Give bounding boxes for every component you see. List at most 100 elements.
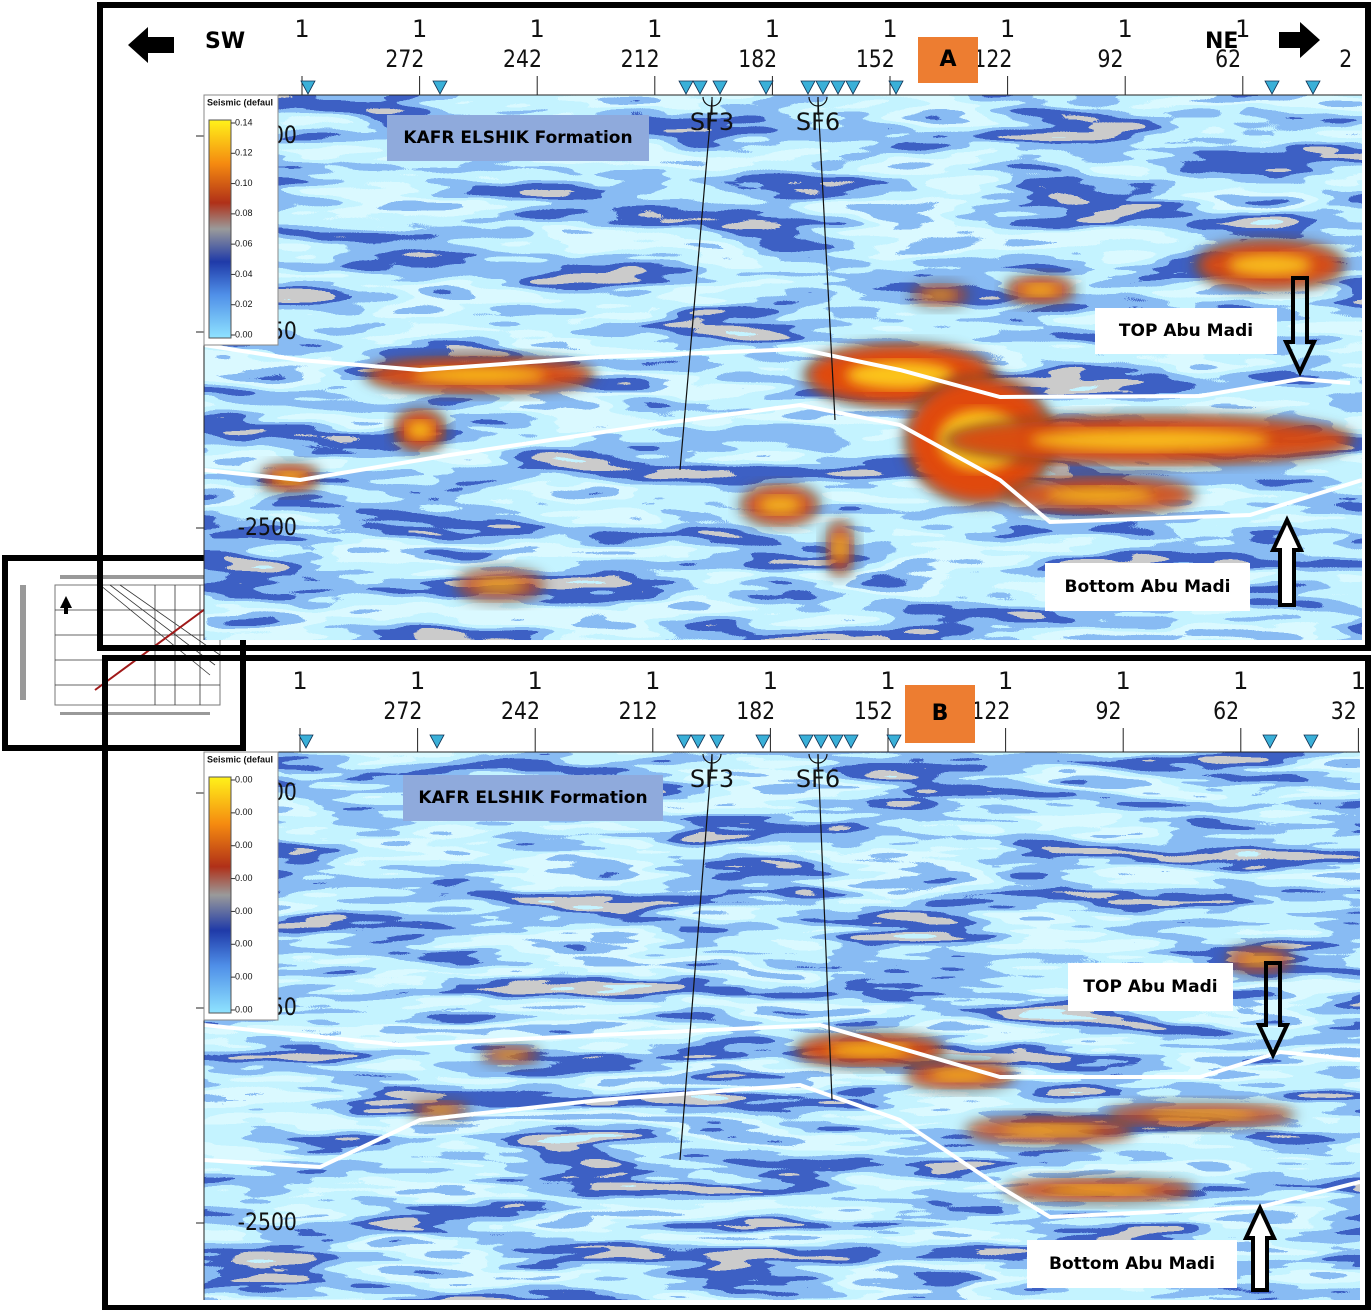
formation-label: KAFR ELSHIK Formation: [403, 128, 632, 148]
trace-index: 1: [763, 667, 778, 695]
legend-value: 0.00: [235, 774, 253, 784]
trace-label: 152: [856, 45, 895, 73]
amplitude-anomaly: [1030, 429, 1270, 451]
legend-value: 0.06: [235, 239, 253, 249]
well-marker: [799, 735, 813, 748]
trace-label: 212: [619, 697, 658, 725]
trace-index: 1: [1116, 667, 1131, 695]
trace-index: 1: [998, 667, 1013, 695]
amplitude-anomaly: [407, 421, 433, 439]
legend-title: Seismic (defaul: [207, 754, 273, 764]
trace-index: 1: [1233, 667, 1248, 695]
well-marker: [756, 735, 770, 748]
legend-value: 0.12: [235, 148, 253, 158]
legend-value: 0.00: [235, 873, 253, 883]
trace-index: 1: [294, 15, 309, 43]
legend-value: 0.08: [235, 208, 253, 218]
well-marker: [844, 735, 858, 748]
well-marker: [430, 735, 444, 748]
legend-value: 0.00: [235, 939, 253, 949]
legend-value: 0.14: [235, 117, 253, 127]
fault-label: SF3: [690, 765, 734, 793]
trace-label: 122: [971, 697, 1010, 725]
trace-label: 92: [1096, 697, 1122, 725]
trace-label: 62: [1213, 697, 1239, 725]
trace-index: 1: [647, 15, 662, 43]
trace-index: 1: [765, 15, 780, 43]
trace-index: 1: [530, 15, 545, 43]
bottom-horizon-label: Bottom Abu Madi: [1049, 1254, 1215, 1274]
well-marker: [693, 81, 707, 94]
trace-index: 1: [882, 15, 897, 43]
seismic-panel: SF3SF612721242121211821152112219216212-2…: [100, 5, 1368, 648]
colorbar: [209, 120, 231, 338]
trace-label: 212: [621, 45, 660, 73]
direction-arrow: [128, 27, 174, 63]
trace-index: 1: [292, 667, 307, 695]
well-marker: [814, 735, 828, 748]
legend-value: 0.04: [235, 269, 253, 279]
well-marker: [759, 81, 773, 94]
trace-label: 2: [1339, 45, 1352, 73]
direction-label: SW: [205, 29, 245, 54]
trace-label: 272: [385, 45, 424, 73]
well-marker: [846, 81, 860, 94]
amplitude-anomaly: [759, 496, 801, 514]
depth-label: -2500: [238, 513, 297, 541]
well-marker: [710, 735, 724, 748]
trace-label: 242: [503, 45, 542, 73]
seismic-panel: SF3SF61272124212121182115211221921621321…: [105, 658, 1372, 1308]
trace-label: 182: [736, 697, 775, 725]
trace-label: 272: [383, 697, 422, 725]
well-marker: [887, 735, 901, 748]
trace-index: 1: [528, 667, 543, 695]
amplitude-anomaly: [925, 290, 955, 300]
colorbar: [209, 777, 231, 1013]
legend-value: 0.10: [235, 178, 253, 188]
fault-label: SF6: [796, 108, 840, 136]
seismic-image: [204, 752, 1360, 1300]
well-marker: [1306, 81, 1320, 94]
fault-label: SF3: [690, 108, 734, 136]
legend-value: 0.00: [235, 329, 253, 339]
legend-value: 0.00: [235, 1004, 253, 1014]
trace-index: 1: [410, 667, 425, 695]
legend-value: 0.02: [235, 299, 253, 309]
trace-label: 152: [854, 697, 893, 725]
legend-value: 0.00: [235, 972, 253, 982]
direction-arrow: [1279, 22, 1320, 58]
panel-label: A: [939, 47, 956, 72]
well-marker: [433, 81, 447, 94]
amplitude-anomaly: [495, 1051, 525, 1059]
amplitude-anomaly: [1002, 1124, 1098, 1136]
bottom-horizon-label: Bottom Abu Madi: [1065, 577, 1231, 597]
panel-label: B: [932, 701, 949, 726]
seismic-image: [204, 95, 1362, 640]
amplitude-anomaly: [1228, 254, 1312, 276]
trace-label: 92: [1098, 45, 1124, 73]
amplitude-anomaly: [1022, 284, 1058, 296]
direction-label: NE: [1205, 29, 1238, 54]
legend-value: 0.00: [235, 840, 253, 850]
formation-label: KAFR ELSHIK Formation: [418, 788, 647, 808]
well-marker: [677, 735, 691, 748]
trace-label: 182: [738, 45, 777, 73]
amplitude-anomaly: [1046, 487, 1154, 503]
well-marker: [299, 735, 313, 748]
figure: SF3SF612721242121211821152112219216212-2…: [0, 0, 1372, 1310]
trace-label: 242: [501, 697, 540, 725]
well-marker: [691, 735, 705, 748]
trace-index: 1: [1118, 15, 1133, 43]
legend-value: 0.00: [235, 807, 253, 817]
well-marker: [829, 735, 843, 748]
well-marker: [801, 81, 815, 94]
legend-value: 0.00: [235, 906, 253, 916]
top-horizon-label: TOP Abu Madi: [1083, 977, 1217, 997]
well-marker: [816, 81, 830, 94]
trace-index: 1: [645, 667, 660, 695]
trace-index: 1: [1000, 15, 1015, 43]
amplitude-anomaly: [476, 578, 524, 593]
legend-title: Seismic (defaul: [207, 97, 273, 107]
top-horizon-label: TOP Abu Madi: [1119, 321, 1253, 341]
amplitude-anomaly: [833, 536, 847, 561]
